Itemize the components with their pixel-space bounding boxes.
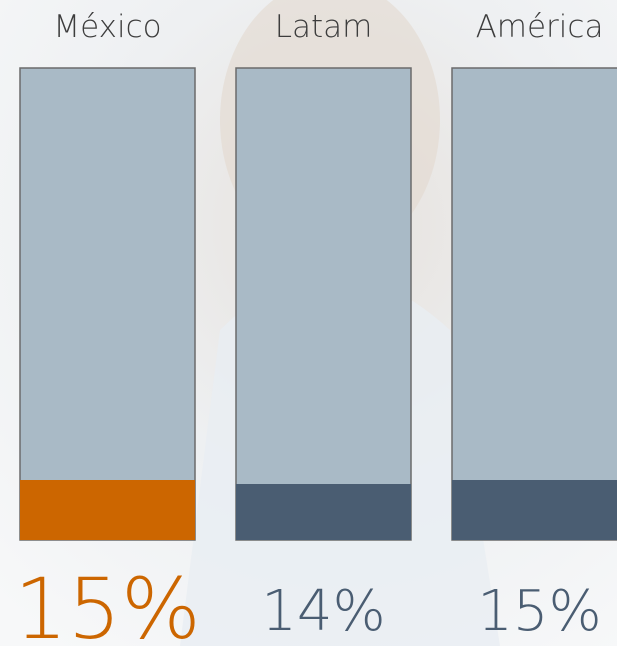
bar — [236, 484, 411, 540]
value-label: 14% — [261, 579, 385, 644]
bar-track — [451, 67, 617, 541]
bar — [452, 480, 617, 540]
category-label: México — [53, 9, 161, 45]
bar-track — [19, 67, 196, 541]
category-label: América — [476, 9, 604, 45]
bar-track — [235, 67, 412, 541]
bar — [20, 480, 195, 540]
value-label: 15% — [477, 579, 601, 644]
category-label: Latam — [275, 9, 373, 45]
value-label: 15% — [14, 560, 201, 646]
